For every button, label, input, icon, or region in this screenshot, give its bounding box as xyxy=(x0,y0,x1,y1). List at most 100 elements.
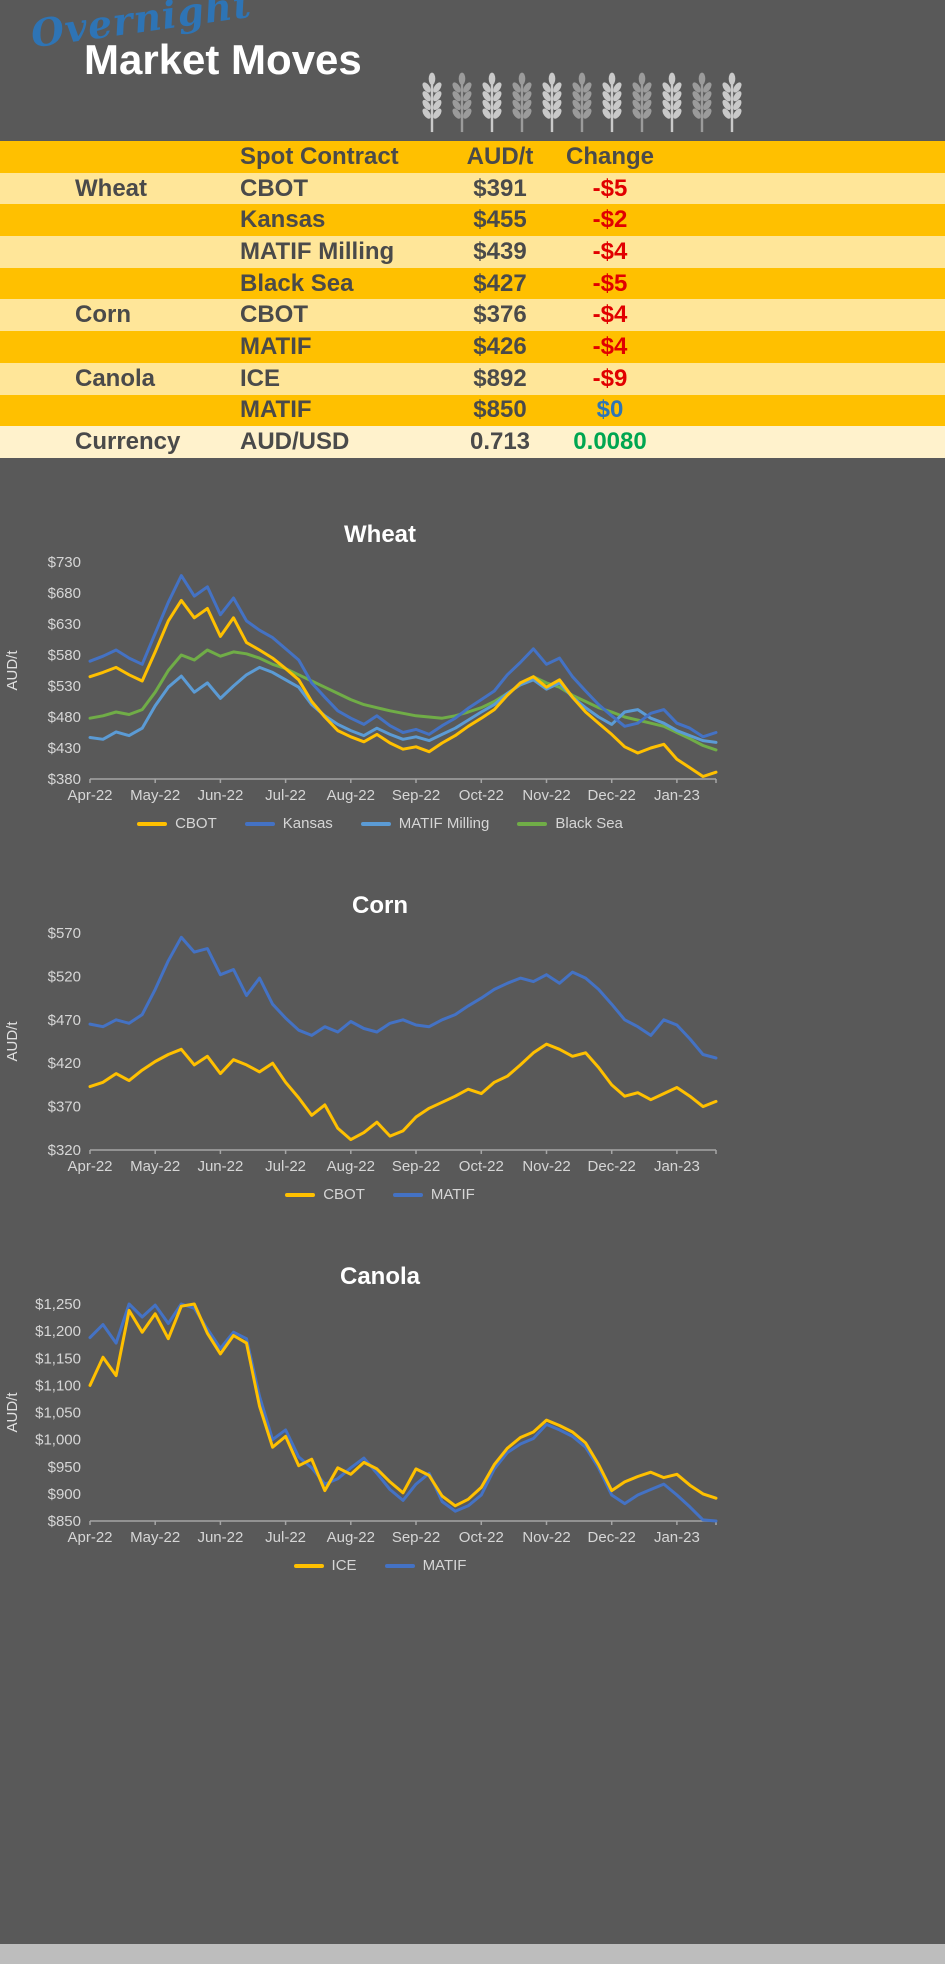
canola-plot-svg: $850 $900 $950 $1,000 $1,050 $1,100 $1,150 $1,2… xyxy=(4,1296,718,1546)
contract-name: CBOT xyxy=(240,174,308,202)
header-price-cell: AUD/t xyxy=(466,142,534,170)
legend-item-kansas: Kansas xyxy=(244,815,333,832)
svg-text:$950: $950 xyxy=(48,1459,81,1476)
canola-chart: Canola $850 $900 $950 $1,000 $1,050 $1,100 $1,… xyxy=(0,1260,760,1581)
change-value: -$2 xyxy=(592,206,628,234)
svg-text:AUD/t: AUD/t xyxy=(4,1392,21,1433)
wheat-stalk-icon xyxy=(419,72,445,134)
page-title: Market Moves xyxy=(84,36,362,83)
svg-text:$380: $380 xyxy=(48,771,81,788)
legend-item-matif: MATIF xyxy=(384,1557,466,1574)
charts-section: Wheat $380 $430 $480 $530 $580 $630 $680 $730 Ap… xyxy=(0,458,760,1581)
svg-text:Jun-22: Jun-22 xyxy=(197,1158,243,1175)
table-row-wheat-cbot: Wheat CBOT $391 -$5 xyxy=(0,172,945,205)
svg-text:Aug-22: Aug-22 xyxy=(327,1529,375,1546)
svg-text:Nov-22: Nov-22 xyxy=(522,787,570,804)
wheat-stalk-icon xyxy=(659,72,685,134)
price-value: 0.713 xyxy=(469,428,531,456)
svg-text:$370: $370 xyxy=(48,1098,81,1115)
legend-swatch xyxy=(293,1563,324,1568)
footer-bar xyxy=(0,1944,945,1964)
price-value: $427 xyxy=(473,269,527,297)
wheat-stalk-icon xyxy=(689,72,715,134)
svg-text:Oct-22: Oct-22 xyxy=(459,787,504,804)
price-value: $892 xyxy=(473,364,527,392)
price-value: $376 xyxy=(473,301,527,329)
svg-text:$320: $320 xyxy=(48,1142,81,1159)
change-value: -$9 xyxy=(592,364,628,392)
svg-text:$730: $730 xyxy=(48,554,81,571)
svg-text:$900: $900 xyxy=(48,1486,81,1503)
legend-item-black-sea: Black Sea xyxy=(517,815,623,832)
canola-chart-title: Canola xyxy=(339,1262,420,1290)
corn-chart-title: Corn xyxy=(352,891,408,919)
corn-plot-svg: $320 $370 $420 $470 $520 $570 Apr-22 May-22 Jun-… xyxy=(4,925,718,1175)
svg-text:Jan-23: Jan-23 xyxy=(654,1158,700,1175)
svg-text:$1,200: $1,200 xyxy=(35,1323,81,1340)
svg-text:Sep-22: Sep-22 xyxy=(392,1529,440,1546)
table-row-wheat-kansas: Kansas $455 -$2 xyxy=(0,204,945,237)
change-value: -$5 xyxy=(592,269,628,297)
table-row-corn-cbot: Corn CBOT $376 -$4 xyxy=(0,299,945,332)
svg-text:$680: $680 xyxy=(48,585,81,602)
contract-name: MATIF Milling xyxy=(240,237,395,265)
svg-text:Dec-22: Dec-22 xyxy=(588,787,636,804)
contract-name: Black Sea xyxy=(240,269,354,297)
svg-text:Jul-22: Jul-22 xyxy=(265,1529,306,1546)
wheat-stalk-icon xyxy=(569,72,595,134)
svg-text:Jul-22: Jul-22 xyxy=(265,787,306,804)
commodity-name: Wheat xyxy=(75,174,147,202)
spot-price-table: Spot Contract AUD/t Change Wheat CBOT $3… xyxy=(0,141,945,458)
svg-text:Sep-22: Sep-22 xyxy=(392,1158,440,1175)
change-value: $0 xyxy=(596,396,624,424)
wheat-chart-title: Wheat xyxy=(344,520,416,548)
price-value: $439 xyxy=(473,237,527,265)
wheat-stalk-icon xyxy=(509,72,535,134)
svg-text:Jul-22: Jul-22 xyxy=(265,1158,306,1175)
svg-text:Oct-22: Oct-22 xyxy=(459,1158,504,1175)
svg-text:Nov-22: Nov-22 xyxy=(522,1529,570,1546)
legend-item-matif: MATIF xyxy=(392,1186,475,1203)
svg-text:$1,050: $1,050 xyxy=(35,1404,81,1421)
legend-swatch xyxy=(392,1192,423,1197)
table-header-row: Spot Contract AUD/t Change xyxy=(0,141,945,173)
wheat-icons-row xyxy=(419,72,745,134)
svg-text:$1,100: $1,100 xyxy=(35,1377,81,1394)
commodity-name: Corn xyxy=(75,301,131,329)
price-value: $850 xyxy=(473,396,527,424)
svg-text:May-22: May-22 xyxy=(130,1529,180,1546)
legend-item-ice: ICE xyxy=(293,1557,357,1574)
svg-text:Apr-22: Apr-22 xyxy=(67,787,112,804)
svg-text:$520: $520 xyxy=(48,968,81,985)
svg-text:Aug-22: Aug-22 xyxy=(327,1158,375,1175)
legend-swatch xyxy=(285,1192,316,1197)
svg-text:Jun-22: Jun-22 xyxy=(197,787,243,804)
svg-text:$1,000: $1,000 xyxy=(35,1431,81,1448)
price-value: $426 xyxy=(473,332,527,360)
svg-text:Jan-23: Jan-23 xyxy=(654,1529,700,1546)
svg-text:Apr-22: Apr-22 xyxy=(67,1529,112,1546)
contract-name: AUD/USD xyxy=(240,428,350,456)
svg-text:AUD/t: AUD/t xyxy=(4,1021,21,1062)
wheat-stalk-icon xyxy=(539,72,565,134)
svg-text:Apr-22: Apr-22 xyxy=(67,1158,112,1175)
table-row-corn-matif: MATIF $426 -$4 xyxy=(0,331,945,363)
table-row-canola-matif: MATIF $850 $0 xyxy=(0,394,945,427)
svg-text:Dec-22: Dec-22 xyxy=(588,1529,636,1546)
svg-text:Sep-22: Sep-22 xyxy=(392,787,440,804)
corn-chart-plot-area: $320 $370 $420 $470 $520 $570 Apr-22 May-22 Jun-… xyxy=(0,923,760,1180)
table-row-wheat-matif: MATIF Milling $439 -$4 xyxy=(0,236,945,268)
wheat-chart-legend: CBOT Kansas MATIF Milling Black Sea xyxy=(0,809,760,839)
svg-text:Dec-22: Dec-22 xyxy=(588,1158,636,1175)
legend-item-cbot: CBOT xyxy=(137,815,217,832)
legend-item-cbot: CBOT xyxy=(285,1186,365,1203)
corn-chart-legend: CBOT MATIF xyxy=(0,1180,760,1210)
header-contract-cell: Spot Contract xyxy=(240,142,399,170)
change-value: -$4 xyxy=(592,237,628,265)
contract-name: MATIF xyxy=(240,332,312,360)
svg-text:$430: $430 xyxy=(48,740,81,757)
corn-chart: Corn $320 $370 $420 $470 $520 $570 Apr-22 May-2… xyxy=(0,889,760,1210)
svg-text:$570: $570 xyxy=(48,925,81,942)
svg-text:Jan-23: Jan-23 xyxy=(654,787,700,804)
